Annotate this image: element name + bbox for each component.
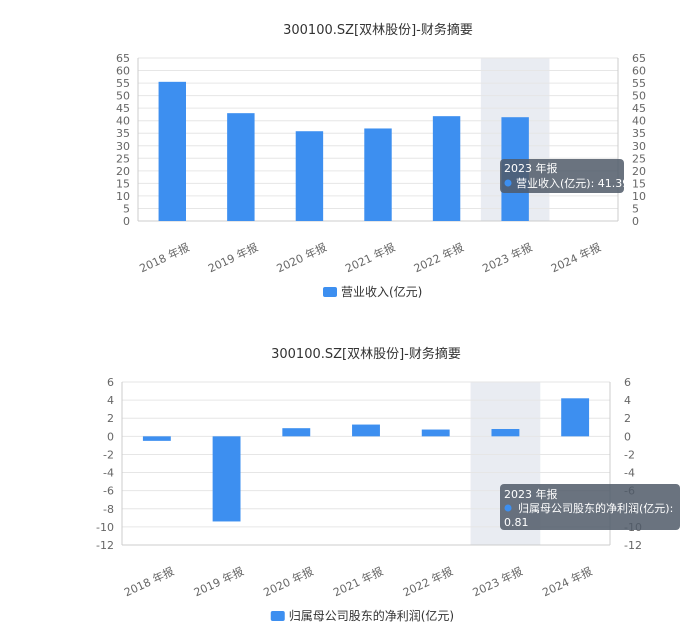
y-tick-label-right: 40 (632, 115, 646, 128)
x-tick-label: 2024 年报 (549, 240, 603, 275)
tooltip-box (500, 484, 680, 530)
x-tick-label: 2021 年报 (331, 564, 385, 599)
y-tick-label-right: 5 (632, 202, 639, 215)
tooltip-box (500, 159, 624, 193)
y-tick-label-right: -4 (624, 467, 635, 480)
y-tick-label-left: 35 (116, 127, 130, 140)
y-tick-label-right: 4 (624, 394, 631, 407)
y-tick-label-left: 0 (123, 215, 130, 228)
tooltip-title: 2023 年报 (504, 161, 558, 175)
y-tick-label-left: 30 (116, 140, 130, 153)
legend-swatch (323, 287, 337, 297)
y-tick-label-left: 65 (116, 52, 130, 65)
y-tick-label-right: 20 (632, 165, 646, 178)
y-tick-label-right: 35 (632, 127, 646, 140)
x-tick-label: 2018 年报 (137, 240, 191, 275)
y-tick-label-left: -10 (96, 521, 114, 534)
y-tick-label-right: 0 (624, 430, 631, 443)
chart-title: 300100.SZ[双林股份]-财务摘要 (271, 346, 461, 362)
x-tick-label: 2022 年报 (401, 564, 455, 599)
y-tick-label-right: -12 (624, 539, 642, 552)
tooltip-title: 2023 年报 (504, 487, 558, 501)
legend-label: 归属母公司股东的净利润(亿元) (289, 608, 454, 623)
y-tick-label-left: -12 (96, 539, 114, 552)
y-tick-label-right: 50 (632, 90, 646, 103)
tooltip-series-dot (504, 504, 512, 512)
tooltip-series-dot (504, 179, 512, 187)
y-tick-label-right: 25 (632, 152, 646, 165)
bar (432, 116, 461, 221)
tooltip-series-name: 归属母公司股东的净利润(亿元): (518, 501, 673, 515)
bar (227, 113, 255, 221)
chart-title: 300100.SZ[双林股份]-财务摘要 (283, 22, 473, 38)
y-tick-label-left: 60 (116, 65, 130, 78)
y-tick-label-left: 15 (116, 177, 130, 190)
bar (142, 436, 171, 441)
x-tick-label: 2019 年报 (206, 240, 260, 275)
x-tick-label: 2024 年报 (540, 564, 594, 599)
tooltip-value: 0.81 (504, 516, 529, 529)
y-tick-label-right: 45 (632, 102, 646, 115)
x-tick-label: 2023 年报 (480, 240, 534, 275)
x-tick-label: 2021 年报 (343, 240, 397, 275)
bar (295, 131, 324, 221)
legend-label: 营业收入(亿元) (341, 284, 422, 299)
bar (158, 81, 186, 221)
y-tick-label-left: 0 (107, 430, 114, 443)
y-tick-label-left: 50 (116, 90, 130, 103)
tooltip-value: 营业收入(亿元): 41.39 (516, 176, 629, 190)
y-tick-label-left: 55 (116, 77, 130, 90)
y-tick-label-right: 65 (632, 52, 646, 65)
y-tick-label-left: -2 (103, 448, 114, 461)
x-tick-label: 2022 年报 (411, 240, 465, 275)
x-tick-label: 2023 年报 (470, 564, 524, 599)
y-tick-label-left: 45 (116, 102, 130, 115)
y-tick-label-left: 6 (107, 376, 114, 389)
y-tick-label-left: 5 (123, 202, 130, 215)
y-tick-label-left: -4 (103, 467, 114, 480)
x-tick-label: 2019 年报 (191, 564, 245, 599)
x-tick-label: 2020 年报 (274, 240, 328, 275)
bar (421, 429, 450, 437)
bar (352, 424, 380, 437)
y-tick-label-left: -6 (103, 485, 114, 498)
bar (282, 428, 311, 437)
y-tick-label-left: 40 (116, 115, 130, 128)
y-tick-label-right: -2 (624, 448, 635, 461)
y-tick-label-right: 6 (624, 376, 631, 389)
y-tick-label-right: 55 (632, 77, 646, 90)
y-tick-label-right: 30 (632, 140, 646, 153)
legend-swatch (270, 611, 285, 621)
bar (364, 128, 392, 221)
y-tick-label-right: 10 (632, 190, 646, 203)
y-tick-label-right: 60 (632, 65, 646, 78)
bar (212, 436, 241, 522)
y-tick-label-left: 2 (107, 412, 114, 425)
bar (561, 398, 590, 437)
y-tick-label-left: 25 (116, 152, 130, 165)
x-tick-label: 2020 年报 (261, 564, 315, 599)
y-tick-label-left: 10 (116, 190, 130, 203)
bar (491, 428, 520, 437)
x-tick-label: 2018 年报 (122, 564, 176, 599)
y-tick-label-left: -8 (103, 503, 114, 516)
y-tick-label-right: 0 (632, 215, 639, 228)
net-profit-chart: 300100.SZ[双林股份]-财务摘要-12-12-10-10-8-8-6-6… (96, 346, 680, 623)
y-tick-label-right: 15 (632, 177, 646, 190)
y-tick-label-left: 20 (116, 165, 130, 178)
y-tick-label-right: 2 (624, 412, 631, 425)
y-tick-label-left: 4 (107, 394, 114, 407)
